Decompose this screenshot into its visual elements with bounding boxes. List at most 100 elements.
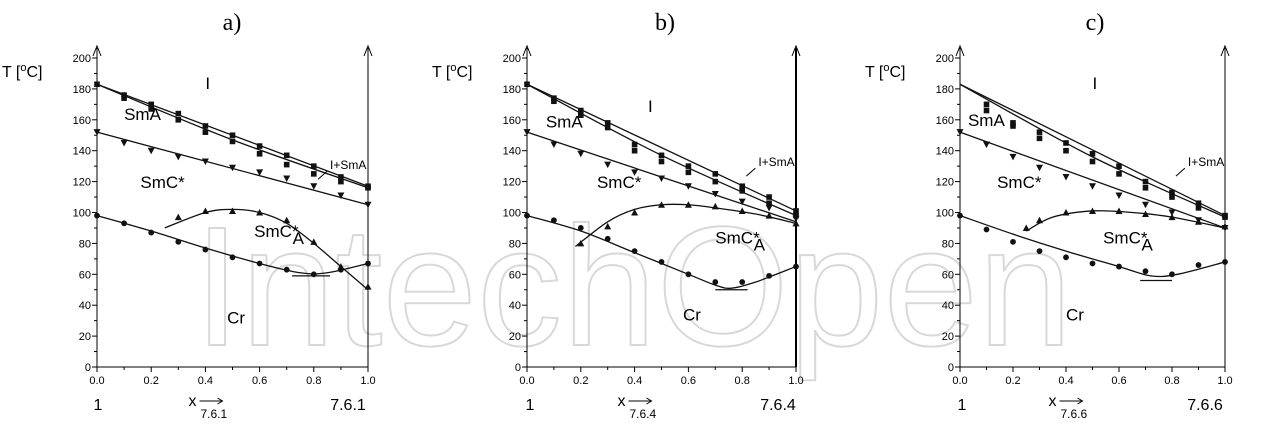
data-point-triangle-down: [1009, 153, 1017, 161]
data-point-circle: [202, 246, 209, 253]
region-label: Cr: [1066, 306, 1084, 325]
y-axis-right-arrow: [791, 44, 801, 57]
region-label: Cr: [227, 309, 245, 328]
data-point-triangle-down: [256, 169, 264, 176]
y-tick-label: 20: [79, 331, 91, 343]
data-point-circle: [1116, 263, 1122, 270]
data-point-square: [793, 208, 799, 214]
data-point-square: [1116, 163, 1122, 169]
data-point-square: [365, 184, 371, 191]
x-axis-label: x: [618, 393, 626, 410]
data-point-square: [229, 132, 236, 139]
data-point-square: [1116, 171, 1122, 177]
y-tick-label: 20: [942, 331, 954, 343]
data-point-triangle-up: [658, 201, 665, 208]
data-point-triangle-down: [1062, 173, 1070, 181]
phase-boundary-line: [959, 83, 1226, 218]
data-point-square: [1169, 194, 1175, 200]
region-label: I: [648, 97, 653, 116]
data-point-triangle-up: [229, 207, 236, 214]
region-label: I: [1093, 74, 1098, 93]
data-point-triangle-up: [765, 212, 773, 219]
data-point-triangle-up: [604, 222, 612, 230]
region-label: SmA: [124, 105, 162, 124]
x-label-arrow-head: [217, 397, 224, 405]
data-point-circle: [1142, 268, 1149, 275]
region-label: SmC*: [597, 173, 642, 192]
right-component-label: 7.6.4: [760, 397, 796, 414]
data-point-square: [685, 163, 692, 169]
data-point-triangle-up: [1089, 207, 1096, 214]
panel-label: b): [655, 10, 675, 36]
data-point-circle: [631, 248, 638, 255]
data-point-circle: [310, 271, 317, 278]
y-tick-label: 180: [73, 84, 91, 96]
data-point-circle: [793, 263, 799, 270]
data-point-triangle-down: [1036, 164, 1043, 172]
region-label: SmA: [546, 113, 584, 132]
data-point-circle: [121, 220, 127, 227]
phase-boundary-line: [575, 203, 797, 248]
data-point-square: [1195, 205, 1202, 211]
x-label-subscript: 7.6.1: [201, 407, 228, 421]
y-tick-label: 0: [948, 362, 954, 374]
data-point-square: [658, 158, 665, 165]
y-tick-label: 180: [936, 84, 954, 96]
data-point-circle: [175, 238, 182, 245]
phase-boundary-line: [526, 214, 797, 289]
x-tick-label: 0.2: [144, 375, 159, 387]
x-tick-label: 0.0: [89, 375, 104, 387]
y-tick-label: 120: [936, 177, 954, 189]
data-point-triangle-up: [577, 239, 585, 247]
y-axis-right-arrow: [363, 44, 373, 57]
region-label: I+SmA: [1188, 155, 1224, 169]
data-point-triangle-down: [523, 129, 531, 136]
x-tick-label: 1.0: [788, 375, 803, 387]
y-axis-label: T [oC]: [2, 62, 43, 81]
data-point-triangle-down: [1142, 201, 1149, 209]
data-point-triangle-down: [337, 192, 345, 200]
x-tick-label: 0.8: [735, 375, 750, 387]
data-point-square: [202, 129, 209, 135]
data-point-triangle-down: [120, 139, 128, 147]
y-tick-label: 80: [509, 238, 521, 250]
data-point-triangle-down: [631, 169, 639, 176]
y-tick-label: 100: [503, 208, 521, 220]
data-point-circle: [957, 212, 963, 219]
x-tick-label: 0.4: [627, 375, 642, 387]
data-point-square: [712, 171, 719, 177]
data-point-triangle-down: [174, 153, 182, 161]
data-point-triangle-down: [684, 183, 692, 190]
x-label-subscript: 7.6.4: [630, 407, 657, 421]
region-label: Cr: [683, 306, 701, 325]
data-point-square: [1089, 150, 1096, 157]
y-tick-label: 160: [503, 115, 521, 127]
y-axis-arrow: [92, 44, 102, 57]
y-tick-label: 200: [936, 53, 954, 65]
data-point-square: [1010, 120, 1016, 126]
data-point-triangle-down: [711, 190, 719, 198]
panel-3: c) T [oC] 0 20 40 60 80 100 120 140 160 180 200 0.0 0.…: [865, 10, 1233, 421]
data-point-square: [1063, 140, 1069, 146]
region-label-leader: [317, 170, 328, 180]
x-label-arrow-head: [646, 397, 653, 405]
data-point-triangle-up: [201, 207, 209, 214]
x-tick-label: 0.4: [198, 375, 213, 387]
left-component-label: 1: [94, 397, 103, 414]
data-point-square: [739, 183, 745, 190]
data-point-triangle-down: [1168, 209, 1176, 216]
x-axis-label: x: [1049, 393, 1057, 410]
data-point-triangle-down: [1089, 183, 1096, 190]
y-tick-label: 100: [936, 208, 954, 220]
data-point-triangle-down: [310, 183, 318, 190]
data-point-square: [1036, 129, 1043, 135]
data-point-square: [338, 174, 344, 180]
data-point-square: [766, 200, 772, 207]
data-point-square: [256, 143, 263, 149]
region-label-leader: [1175, 167, 1186, 177]
data-point-triangle-up: [1168, 213, 1176, 221]
data-point-circle: [1063, 254, 1069, 261]
data-point-triangle-up: [1142, 210, 1149, 218]
y-tick-label: 40: [942, 300, 954, 312]
